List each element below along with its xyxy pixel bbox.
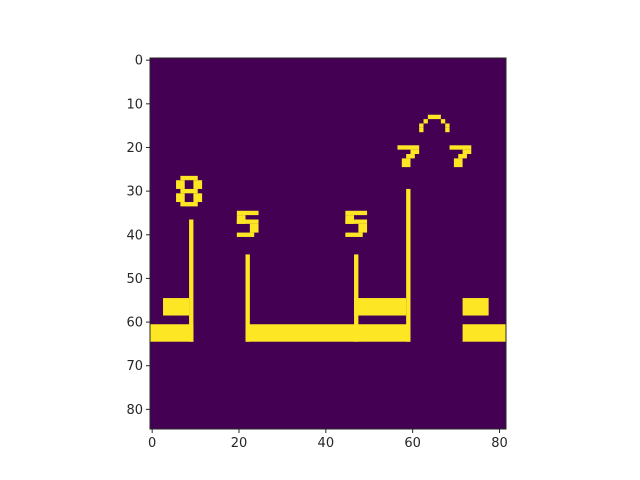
- y-tick-label: 10: [126, 97, 143, 112]
- plot-area: [149, 57, 507, 430]
- pixel-block: [345, 210, 368, 216]
- x-tick-label: 80: [491, 436, 508, 451]
- axes-frame: [149, 57, 507, 430]
- pixel-block: [419, 123, 424, 128]
- pixel-block: [176, 193, 185, 203]
- x-tick-label: 60: [404, 436, 421, 451]
- pixel-block: [458, 154, 467, 159]
- pixel-block: [163, 298, 190, 316]
- pixel-block: [445, 127, 450, 133]
- pixel-block: [440, 119, 446, 124]
- pixel-block: [453, 158, 463, 168]
- pixel-block: [462, 149, 472, 155]
- pixel-block: [401, 158, 411, 168]
- pixel-block: [180, 175, 198, 181]
- pixel-block: [354, 254, 359, 342]
- pixel-block: [245, 324, 411, 342]
- pixel-block: [189, 219, 194, 342]
- pixel-block: [406, 188, 411, 342]
- y-tick-label: 50: [126, 272, 143, 287]
- pixel-block: [193, 180, 203, 189]
- y-tick-label: 40: [126, 228, 143, 243]
- pixel-block: [236, 232, 255, 237]
- y-tick-label: 0: [135, 54, 143, 69]
- x-tick-label: 20: [231, 436, 248, 451]
- x-tick-label: 0: [148, 436, 156, 451]
- pixel-block: [193, 193, 203, 203]
- pixel-block: [249, 223, 259, 233]
- y-tick-label: 60: [126, 316, 143, 331]
- pixel-block: [180, 202, 198, 207]
- pixel-block: [236, 210, 259, 216]
- pixel-block: [449, 145, 472, 150]
- pixel-block: [345, 232, 363, 237]
- pixel-block: [410, 149, 420, 155]
- pixel-block: [462, 324, 506, 342]
- y-tick-label: 30: [126, 185, 143, 200]
- pixel-block: [245, 254, 250, 342]
- y-axis: 0 10 20 30 40 50 60 70 80: [126, 54, 150, 418]
- pixel-block: [406, 154, 415, 159]
- pixel-block: [423, 119, 428, 124]
- pixel-block: [397, 145, 420, 150]
- pixel-block: [445, 123, 450, 128]
- pixel-block: [176, 180, 185, 189]
- background: [150, 58, 506, 429]
- x-tick-label: 40: [318, 436, 335, 451]
- pixel-block: [236, 219, 259, 224]
- pixel-block: [358, 223, 368, 233]
- pixel-block: [462, 298, 489, 316]
- y-tick-label: 80: [126, 403, 143, 418]
- x-axis: 0 20 40 60 80: [148, 429, 508, 451]
- foreground-cells: [150, 114, 506, 342]
- pixel-block: [427, 114, 441, 120]
- pixel-block: [180, 188, 198, 194]
- pixel-block: [354, 298, 407, 316]
- y-tick-label: 70: [126, 359, 143, 374]
- y-tick-label: 20: [126, 141, 143, 156]
- pixel-block: [150, 324, 194, 342]
- pixel-block: [419, 127, 424, 133]
- pixel-block: [345, 219, 368, 224]
